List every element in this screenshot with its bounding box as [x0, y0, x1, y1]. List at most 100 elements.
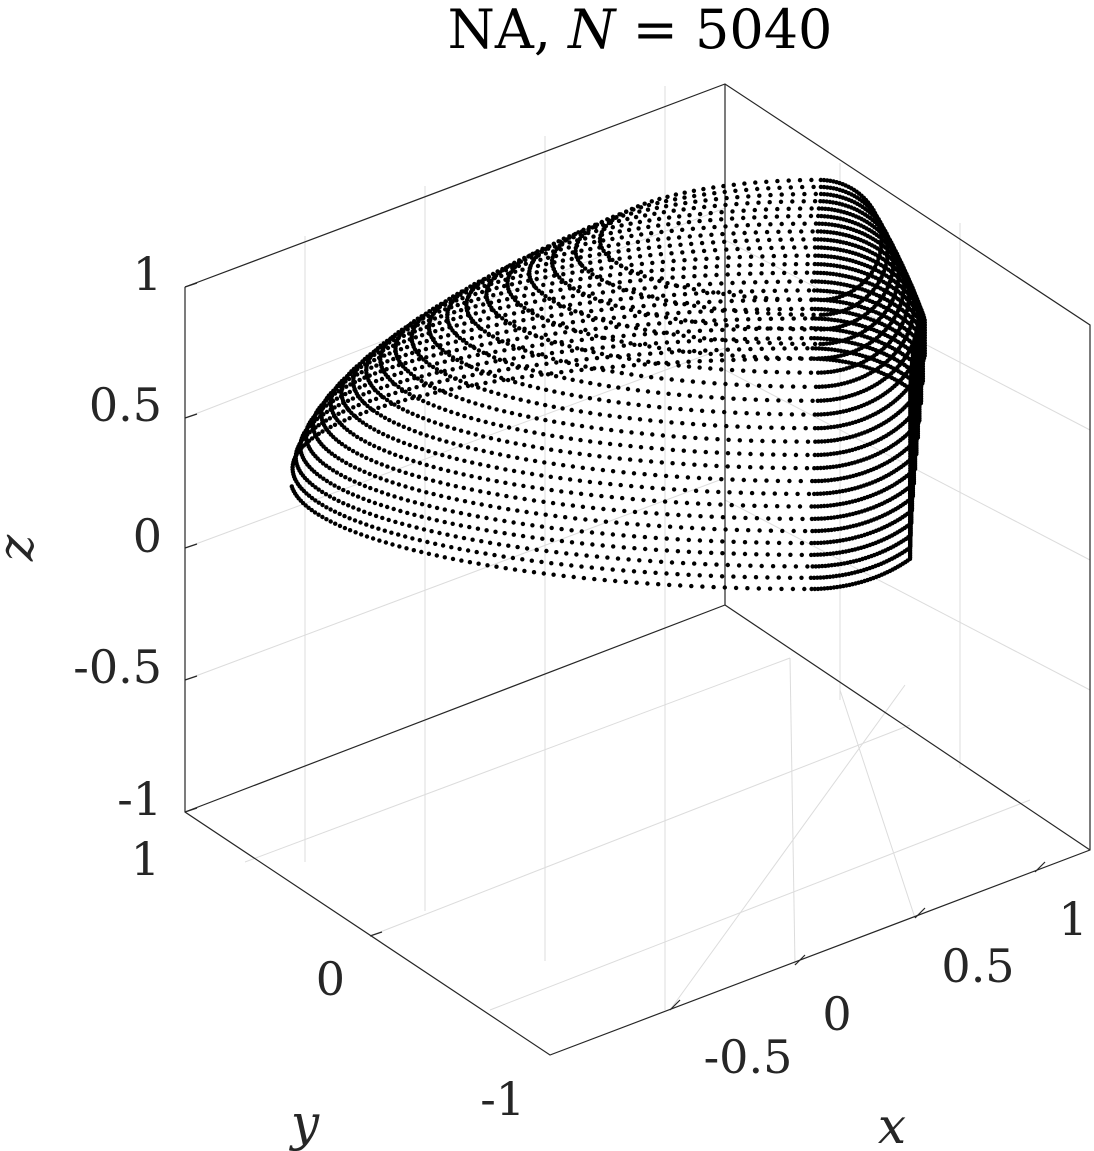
scatter-point	[505, 341, 510, 346]
scatter-point	[437, 379, 442, 384]
scatter-point	[666, 236, 671, 241]
scatter-point	[748, 451, 753, 457]
scatter-point	[408, 371, 414, 376]
scatter-point	[321, 412, 326, 417]
scatter-point	[767, 411, 772, 417]
scatter-point	[362, 383, 368, 388]
scatter-point	[501, 554, 506, 559]
scatter-point	[721, 291, 726, 297]
scatter-point	[542, 460, 547, 465]
scatter-point	[755, 411, 760, 416]
scatter-point	[421, 383, 427, 388]
scatter-point	[396, 331, 401, 337]
scatter-point	[711, 185, 716, 190]
scatter-point	[754, 326, 759, 332]
scatter-point	[559, 489, 564, 494]
scatter-point	[419, 446, 425, 452]
scatter-point	[351, 505, 356, 510]
scatter-point	[722, 189, 727, 195]
scatter-point	[362, 469, 367, 474]
scatter-point	[805, 452, 810, 458]
scatter-point	[763, 207, 769, 212]
scatter-point	[664, 340, 670, 345]
scatter-point	[678, 242, 683, 247]
scatter-point	[816, 564, 822, 569]
scatter-point	[803, 426, 808, 431]
scatter-point	[545, 255, 551, 260]
scatter-point	[503, 321, 508, 326]
scatter-point	[752, 369, 757, 374]
scatter-point	[831, 539, 836, 544]
scatter-point	[350, 374, 356, 379]
scatter-point	[530, 343, 535, 349]
scatter-point	[521, 483, 526, 489]
scatter-point	[825, 369, 830, 375]
scatter-point	[552, 339, 558, 345]
scatter-point	[524, 364, 530, 369]
scatter-point	[425, 392, 430, 397]
scatter-point	[341, 400, 346, 406]
scatter-point	[543, 275, 548, 280]
scatter-point	[385, 504, 390, 510]
scatter-point	[780, 528, 785, 534]
scatter-point	[345, 490, 351, 495]
scatter-point	[754, 307, 760, 312]
scatter-point	[756, 383, 762, 388]
scatter-point	[759, 563, 764, 569]
scatter-point	[752, 503, 757, 508]
scatter-point	[818, 465, 823, 471]
scatter-point	[698, 309, 703, 314]
scatter-point	[816, 516, 821, 521]
scatter-point	[551, 296, 556, 301]
scatter-point	[815, 288, 820, 293]
scatter-point	[632, 509, 638, 515]
scatter-point	[373, 396, 379, 402]
scatter-point	[610, 225, 615, 230]
scatter-point	[775, 206, 780, 212]
scatter-point	[741, 354, 746, 359]
scatter-point	[380, 515, 385, 521]
scatter-point	[393, 349, 398, 354]
scatter-point	[818, 336, 823, 341]
scatter-point	[606, 243, 611, 249]
scatter-point	[336, 411, 341, 416]
scatter-point	[396, 335, 401, 341]
scatter-point	[735, 324, 740, 329]
scatter-point	[825, 237, 830, 243]
scatter-point	[667, 243, 672, 248]
scatter-point	[448, 300, 453, 305]
scatter-point	[656, 345, 662, 351]
scatter-point	[393, 452, 398, 457]
scatter-point	[766, 307, 771, 312]
scatter-point	[433, 390, 438, 395]
scatter-point	[819, 253, 824, 259]
scatter-point	[818, 326, 824, 331]
scatter-point	[467, 363, 472, 369]
scatter-point	[834, 539, 840, 544]
scatter-point	[569, 528, 574, 533]
scatter-point	[801, 199, 806, 204]
scatter-point	[531, 325, 537, 330]
scatter-point	[398, 370, 404, 376]
scatter-point	[486, 274, 491, 280]
scatter-point	[453, 339, 458, 344]
scatter-point	[826, 347, 831, 352]
scatter-point	[757, 528, 762, 533]
scatter-point	[506, 338, 511, 343]
scatter-point	[631, 569, 637, 574]
scatter-point	[822, 452, 827, 457]
scatter-point	[601, 506, 606, 512]
scatter-point	[709, 550, 714, 555]
scatter-point	[658, 350, 664, 356]
scatter-point	[821, 199, 826, 204]
scatter-point	[496, 279, 501, 284]
scatter-point	[535, 385, 541, 391]
scatter-point	[600, 467, 606, 473]
scatter-point	[579, 379, 584, 384]
scatter-point	[579, 564, 584, 569]
scatter-point	[816, 206, 822, 211]
scatter-point	[648, 253, 653, 258]
scatter-point	[586, 331, 591, 337]
scatter-point	[815, 229, 820, 234]
scatter-point	[529, 558, 534, 563]
